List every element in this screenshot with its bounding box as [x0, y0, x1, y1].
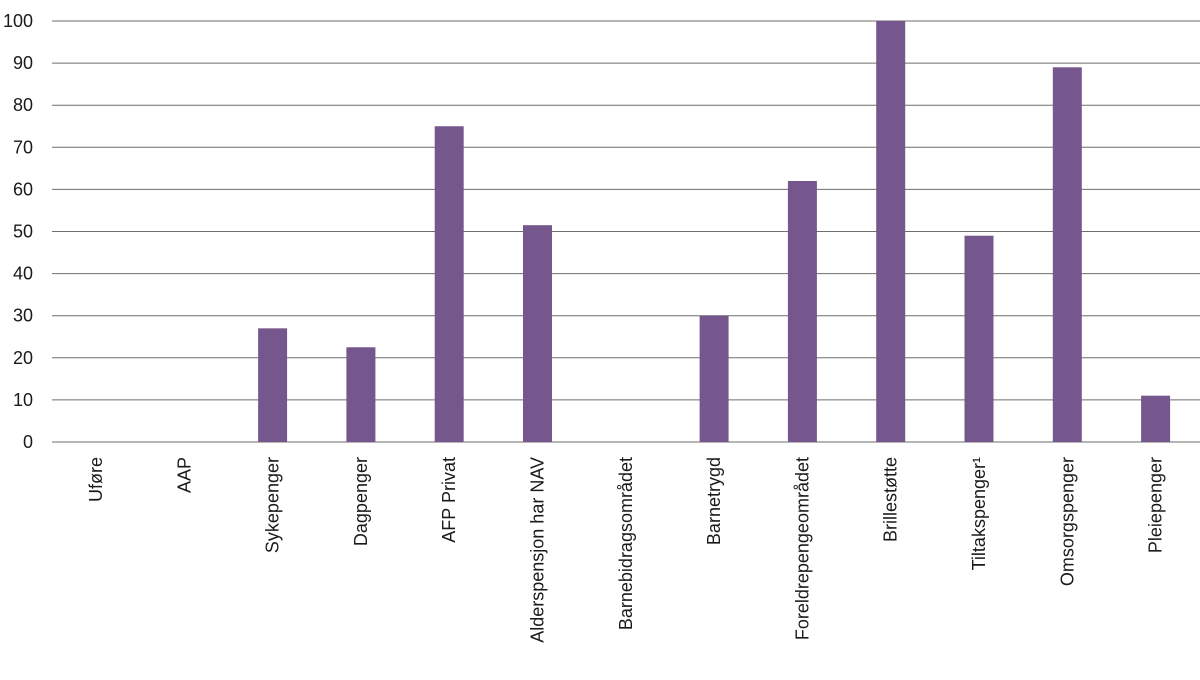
y-tick-label: 90 [13, 53, 33, 73]
bar [699, 315, 729, 442]
x-category-label: AAP [174, 457, 194, 493]
x-category-label: Barnebidragsområdet [616, 457, 636, 630]
x-category-label: Sykepenger [263, 457, 283, 553]
y-tick-label: 60 [13, 179, 33, 199]
x-category-label: Brillestøtte [881, 457, 901, 542]
x-category-label: Barnetrygd [704, 457, 724, 545]
gridlines [52, 20, 1200, 443]
y-tick-label: 20 [13, 348, 33, 368]
y-tick-label: 80 [13, 95, 33, 115]
bar [1141, 395, 1171, 442]
x-category-label: Alderspensjon har NAV [528, 457, 548, 643]
bar [964, 235, 994, 442]
bar [876, 21, 906, 442]
x-category-label: Foreldrepengeområdet [792, 457, 812, 640]
x-category-label: Tiltakspenger¹ [969, 457, 989, 570]
y-tick-label: 30 [13, 306, 33, 326]
x-category-label: Uføre [86, 457, 106, 502]
bar [1052, 67, 1082, 442]
x-category-label: Omsorgspenger [1057, 457, 1077, 586]
x-category-label: Pleiepenger [1146, 457, 1166, 553]
y-axis-tick-labels: 0 10 20 30 40 50 60 70 80 90 100 [3, 11, 33, 452]
y-tick-label: 70 [13, 137, 33, 157]
bar [523, 225, 552, 442]
y-tick-label: 40 [13, 264, 33, 284]
y-tick-label: 100 [3, 11, 33, 31]
x-category-label: Dagpenger [351, 457, 371, 546]
x-axis-category-labels: Uføre AAP Sykepenger Dagpenger AFP Privat Ald… [86, 457, 1166, 643]
bar [787, 180, 817, 443]
bar [258, 328, 288, 442]
bar [434, 126, 464, 442]
bars [258, 21, 1171, 443]
y-tick-label: 10 [13, 390, 33, 410]
x-category-label: AFP Privat [439, 457, 459, 543]
y-tick-label: 0 [23, 432, 33, 452]
bar [346, 347, 376, 442]
y-tick-label: 50 [13, 222, 33, 242]
